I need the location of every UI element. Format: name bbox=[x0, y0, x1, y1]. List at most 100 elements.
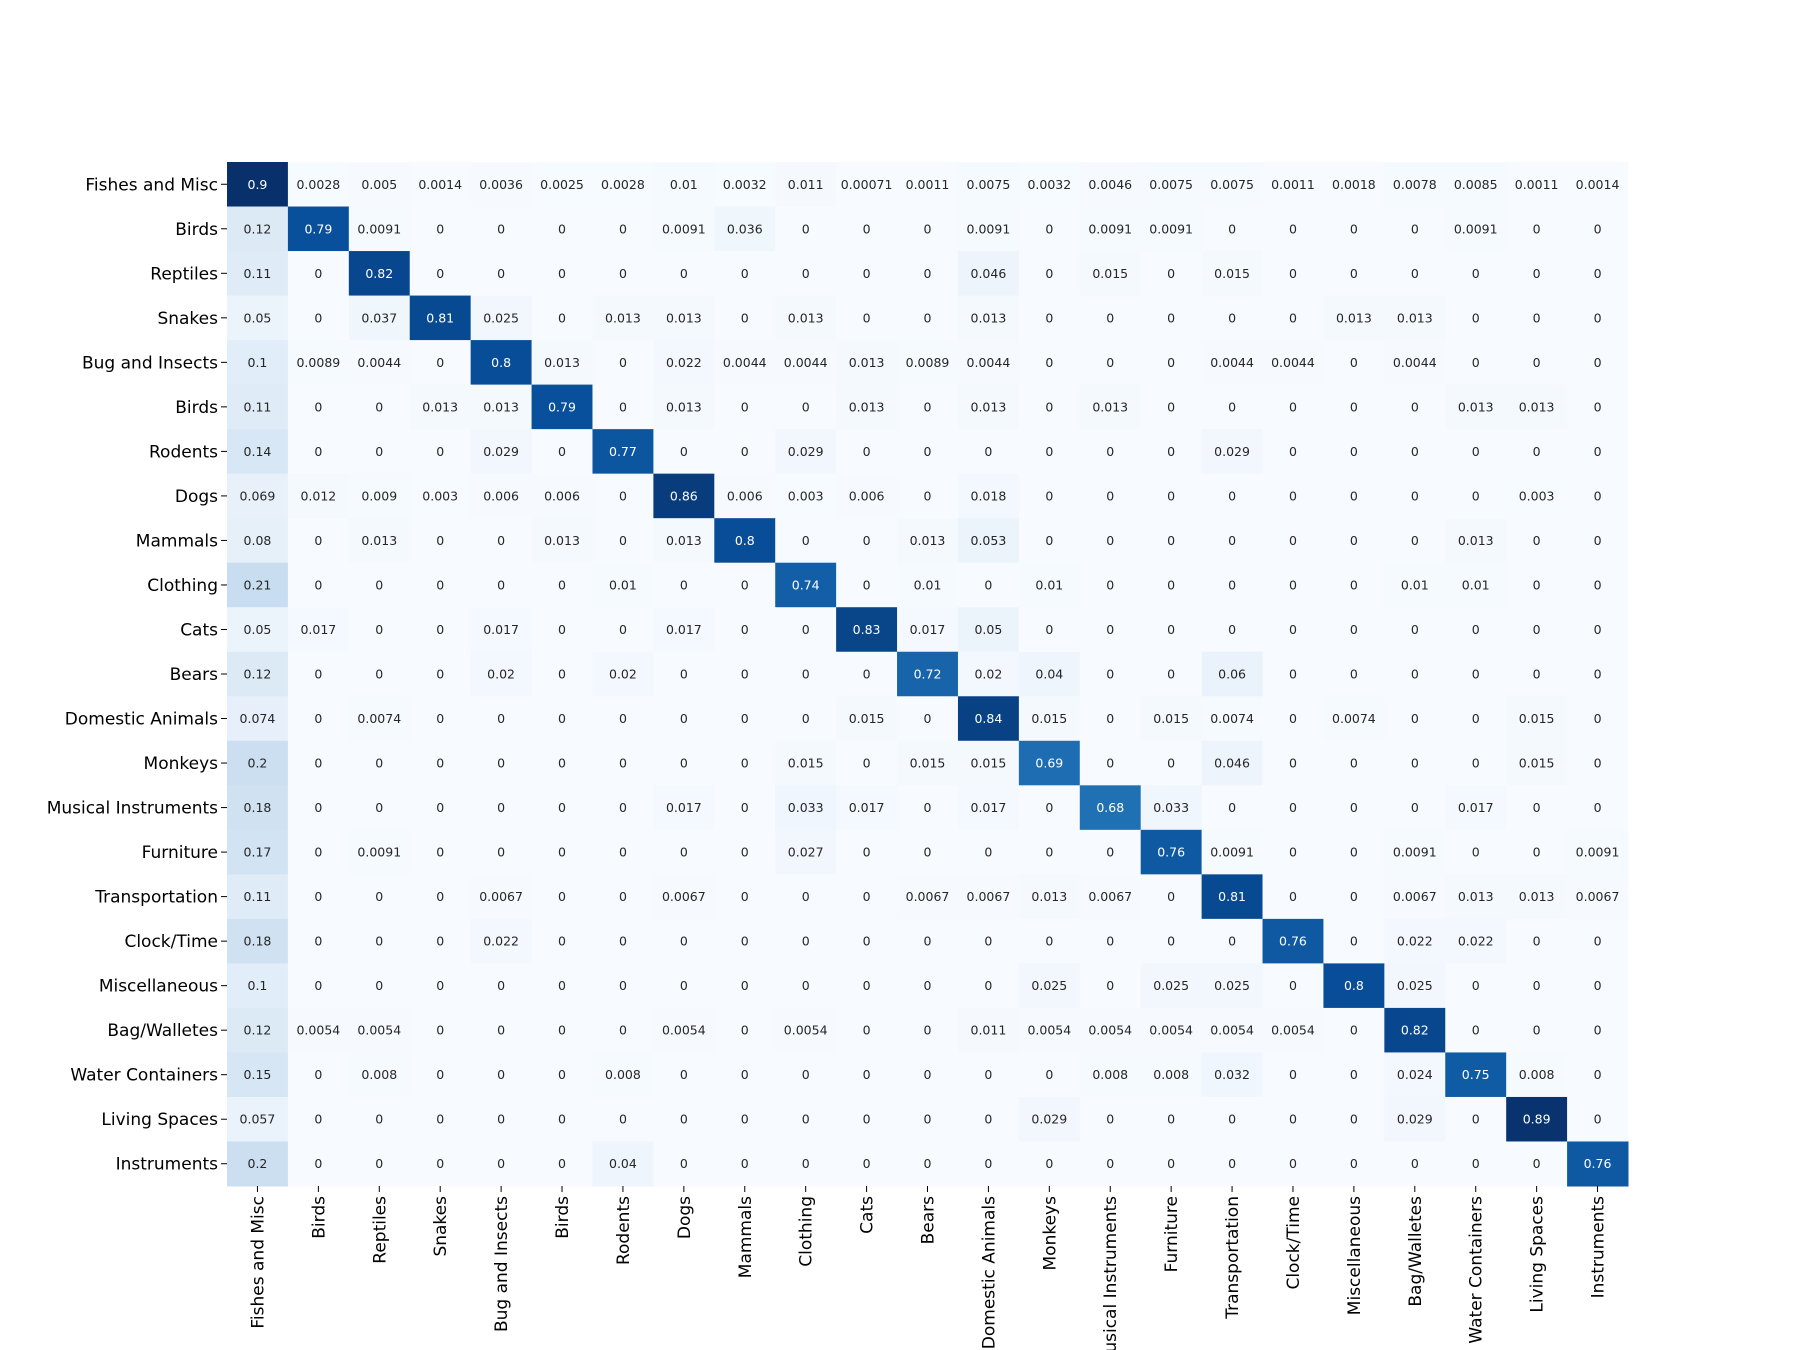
cell-value-label: 0.0028 bbox=[601, 177, 645, 192]
cell-value-label: 0.0067 bbox=[1393, 889, 1437, 904]
cell-value-label: 0 bbox=[1594, 667, 1602, 682]
cell-value-label: 0.0067 bbox=[662, 889, 706, 904]
cell-value-label: 0 bbox=[1045, 622, 1053, 637]
cell-value-label: 0.012 bbox=[300, 488, 336, 503]
heatmap-cell-r21-c19 bbox=[1384, 1096, 1446, 1142]
heatmap-cell-r12-c14 bbox=[1079, 696, 1142, 742]
cell-value-label: 0 bbox=[497, 1156, 505, 1171]
heatmap-cell-r12-c16 bbox=[1201, 696, 1264, 742]
cell-value-label: 0 bbox=[497, 266, 505, 281]
cell-value-label: 0 bbox=[436, 355, 444, 370]
cell-value-label: 0.018 bbox=[971, 488, 1007, 503]
cell-value-label: 0.02 bbox=[609, 667, 637, 682]
heatmap-cell-r1-c9 bbox=[775, 206, 837, 252]
cell-value-label: 0 bbox=[1106, 934, 1114, 949]
cell-value-label: 0.017 bbox=[483, 622, 519, 637]
heatmap-cell-r0-c3 bbox=[409, 162, 472, 208]
cell-value-label: 0.79 bbox=[304, 221, 332, 236]
cell-value-label: 0 bbox=[924, 221, 932, 236]
heatmap-cell-r16-c1 bbox=[287, 874, 350, 920]
heatmap-cell-r1-c2 bbox=[348, 206, 411, 252]
cell-value-label: 0.013 bbox=[788, 310, 824, 325]
heatmap-cell-r0-c0 bbox=[227, 162, 289, 208]
heatmap-cell-r18-c13 bbox=[1018, 963, 1081, 1009]
row-label: Furniture bbox=[142, 843, 218, 863]
cell-value-label: 0 bbox=[1411, 266, 1419, 281]
heatmap-cell-r4-c13 bbox=[1018, 340, 1081, 386]
heatmap-cell-r16-c11 bbox=[897, 874, 959, 920]
heatmap-cell-r1-c6 bbox=[592, 206, 654, 252]
heatmap-cell-r15-c20 bbox=[1445, 829, 1507, 875]
cell-value-label: 0 bbox=[1350, 1067, 1358, 1082]
cell-value-label: 0 bbox=[558, 310, 566, 325]
heatmap-cell-r9-c18 bbox=[1323, 562, 1385, 608]
heatmap-cell-r19-c22 bbox=[1567, 1007, 1629, 1053]
cell-value-label: 0.006 bbox=[849, 488, 885, 503]
heatmap-cell-r21-c10 bbox=[836, 1096, 898, 1142]
cell-value-label: 0 bbox=[314, 667, 322, 682]
heatmap-cell-r22-c15 bbox=[1140, 1141, 1203, 1187]
heatmap-cell-r15-c11 bbox=[897, 829, 959, 875]
cell-value-label: 0 bbox=[375, 1156, 383, 1171]
heatmap-cell-r15-c7 bbox=[653, 829, 715, 875]
cell-value-label: 0.0054 bbox=[1088, 1023, 1132, 1038]
heatmap-cell-r8-c2 bbox=[348, 518, 411, 564]
heatmap-cell-r20-c14 bbox=[1079, 1052, 1142, 1098]
heatmap-cell-r18-c15 bbox=[1140, 963, 1203, 1009]
heatmap-cell-r9-c20 bbox=[1445, 562, 1507, 608]
heatmap-cell-r4-c15 bbox=[1140, 340, 1203, 386]
heatmap-cell-r15-c1 bbox=[287, 829, 350, 875]
cell-value-label: 0 bbox=[1289, 622, 1297, 637]
cell-value-label: 0 bbox=[1594, 310, 1602, 325]
cell-value-label: 0 bbox=[436, 622, 444, 637]
cell-value-label: 0.036 bbox=[727, 221, 763, 236]
cell-value-label: 0 bbox=[1411, 622, 1419, 637]
cell-value-label: 0 bbox=[741, 711, 749, 726]
heatmap-cell-r15-c0 bbox=[227, 829, 289, 875]
cell-value-label: 0 bbox=[1472, 667, 1480, 682]
heatmap-cell-r3-c0 bbox=[227, 295, 289, 341]
heatmap-cell-r10-c16 bbox=[1201, 607, 1264, 653]
cell-value-label: 0 bbox=[924, 1112, 932, 1127]
heatmap-cell-r4-c19 bbox=[1384, 340, 1446, 386]
cell-value-label: 0 bbox=[436, 756, 444, 771]
heatmap-cell-r4-c7 bbox=[653, 340, 715, 386]
cell-value-label: 0 bbox=[1350, 577, 1358, 592]
cell-value-label: 0 bbox=[802, 889, 810, 904]
cell-value-label: 0 bbox=[1106, 355, 1114, 370]
heatmap-cell-r19-c0 bbox=[227, 1007, 289, 1053]
cell-value-label: 0.0044 bbox=[723, 355, 767, 370]
row-label: Mammals bbox=[136, 531, 218, 551]
cell-value-label: 0 bbox=[436, 533, 444, 548]
cell-value-label: 0.006 bbox=[483, 488, 519, 503]
cell-value-label: 0.017 bbox=[1458, 800, 1494, 815]
row-label: Clock/Time bbox=[124, 932, 218, 952]
heatmap-cell-r8-c1 bbox=[287, 518, 350, 564]
cell-value-label: 0 bbox=[1228, 1156, 1236, 1171]
heatmap-cell-r11-c20 bbox=[1445, 651, 1507, 697]
cell-value-label: 0 bbox=[802, 221, 810, 236]
cell-value-label: 0.05 bbox=[974, 622, 1002, 637]
heatmap-cell-r10-c22 bbox=[1567, 607, 1629, 653]
cell-value-label: 0 bbox=[1167, 756, 1175, 771]
heatmap-cell-r3-c8 bbox=[714, 295, 776, 341]
cell-value-label: 0 bbox=[984, 1067, 992, 1082]
row-label: Birds bbox=[175, 398, 218, 418]
heatmap-cell-r7-c7 bbox=[653, 473, 715, 519]
heatmap-cell-r22-c12 bbox=[957, 1141, 1020, 1187]
cell-value-label: 0 bbox=[375, 667, 383, 682]
cell-value-label: 0.02 bbox=[974, 667, 1002, 682]
heatmap-cell-r7-c4 bbox=[470, 473, 533, 519]
cell-value-label: 0 bbox=[436, 711, 444, 726]
cell-value-label: 0 bbox=[436, 1067, 444, 1082]
heatmap-cell-r4-c21 bbox=[1506, 340, 1568, 386]
cell-value-label: 0.0044 bbox=[967, 355, 1011, 370]
cell-value-label: 0.046 bbox=[971, 266, 1007, 281]
cell-value-label: 0 bbox=[558, 756, 566, 771]
heatmap-cell-r19-c5 bbox=[531, 1007, 593, 1053]
cell-value-label: 0.17 bbox=[244, 845, 272, 860]
heatmap-cell-r17-c1 bbox=[287, 918, 350, 964]
heatmap-cell-r21-c17 bbox=[1262, 1096, 1324, 1142]
cell-value-label: 0.022 bbox=[483, 934, 519, 949]
cell-value-label: 0.0044 bbox=[357, 355, 401, 370]
